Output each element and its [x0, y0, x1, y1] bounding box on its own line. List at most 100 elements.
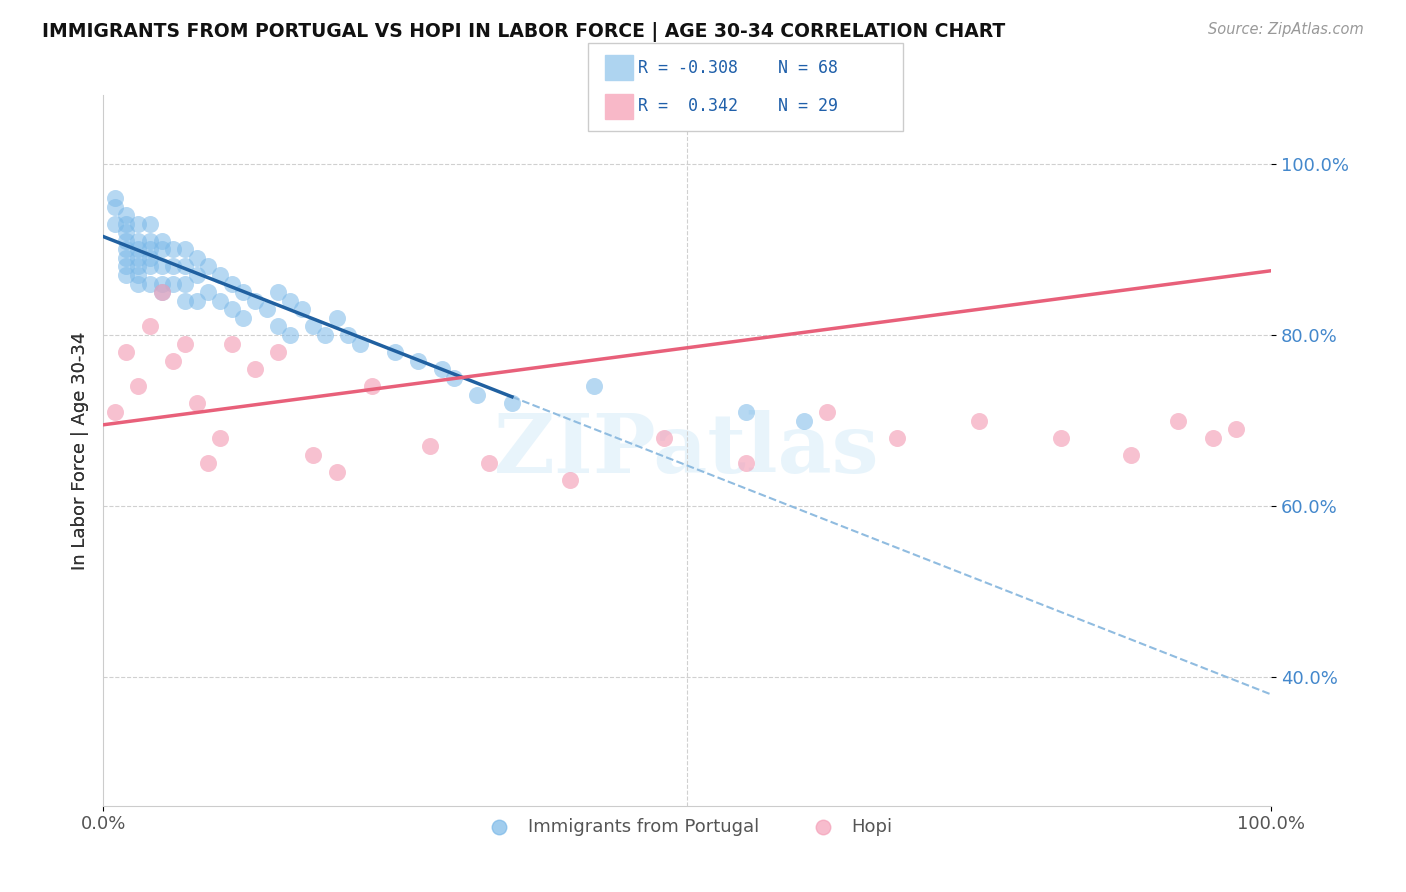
Point — [150, 260, 173, 274]
Point — [186, 396, 208, 410]
Point — [173, 336, 195, 351]
Point — [127, 251, 149, 265]
Point — [162, 277, 184, 291]
Point — [419, 439, 441, 453]
Point — [278, 293, 301, 308]
Point — [314, 327, 336, 342]
Point — [465, 388, 488, 402]
Point — [208, 268, 231, 282]
Point — [734, 456, 756, 470]
Text: IMMIGRANTS FROM PORTUGAL VS HOPI IN LABOR FORCE | AGE 30-34 CORRELATION CHART: IMMIGRANTS FROM PORTUGAL VS HOPI IN LABO… — [42, 22, 1005, 42]
Point — [115, 268, 138, 282]
Point — [139, 243, 162, 257]
Point — [104, 191, 127, 205]
Point — [477, 456, 499, 470]
Point — [150, 234, 173, 248]
Point — [325, 465, 347, 479]
Point — [208, 431, 231, 445]
Point — [162, 243, 184, 257]
Point — [1050, 431, 1073, 445]
Point — [243, 293, 266, 308]
Point — [886, 431, 908, 445]
Point — [115, 345, 138, 359]
Point — [139, 217, 162, 231]
Point — [360, 379, 382, 393]
Point — [1202, 431, 1225, 445]
Point — [150, 285, 173, 300]
Point — [256, 302, 278, 317]
Point — [221, 302, 243, 317]
Point — [127, 217, 149, 231]
Point — [115, 243, 138, 257]
Point — [162, 260, 184, 274]
Point — [232, 285, 254, 300]
Point — [173, 243, 195, 257]
Point — [173, 293, 195, 308]
Point — [208, 293, 231, 308]
Point — [443, 370, 465, 384]
Point — [384, 345, 406, 359]
Point — [197, 260, 219, 274]
Point — [104, 405, 127, 419]
Point — [127, 243, 149, 257]
Point — [115, 217, 138, 231]
Point — [267, 345, 290, 359]
Y-axis label: In Labor Force | Age 30-34: In Labor Force | Age 30-34 — [72, 331, 89, 570]
Point — [197, 285, 219, 300]
Point — [267, 285, 290, 300]
Text: Source: ZipAtlas.com: Source: ZipAtlas.com — [1208, 22, 1364, 37]
Legend: Immigrants from Portugal, Hopi: Immigrants from Portugal, Hopi — [474, 811, 900, 843]
Point — [139, 260, 162, 274]
Point — [139, 319, 162, 334]
Point — [1119, 448, 1142, 462]
Point — [967, 413, 990, 427]
Point — [278, 327, 301, 342]
Point — [793, 413, 815, 427]
Point — [115, 234, 138, 248]
Point — [127, 277, 149, 291]
Point — [139, 277, 162, 291]
Point — [127, 234, 149, 248]
Point — [127, 379, 149, 393]
Point — [150, 277, 173, 291]
Point — [302, 319, 325, 334]
Point — [150, 243, 173, 257]
Point — [139, 251, 162, 265]
Point — [186, 251, 208, 265]
Point — [291, 302, 314, 317]
Point — [221, 277, 243, 291]
Point — [1225, 422, 1247, 436]
Point — [197, 456, 219, 470]
Point — [560, 474, 582, 488]
Point — [652, 431, 675, 445]
Text: ZIPatlas: ZIPatlas — [495, 410, 880, 491]
Point — [267, 319, 290, 334]
Point — [104, 217, 127, 231]
Point — [173, 277, 195, 291]
Point — [127, 268, 149, 282]
Point — [734, 405, 756, 419]
Point — [408, 353, 430, 368]
Point — [115, 251, 138, 265]
Point — [186, 293, 208, 308]
Point — [232, 310, 254, 325]
Point — [115, 208, 138, 222]
Point — [430, 362, 453, 376]
Point — [139, 234, 162, 248]
Point — [150, 285, 173, 300]
Point — [115, 260, 138, 274]
Text: R = -0.308    N = 68: R = -0.308 N = 68 — [638, 59, 838, 77]
Point — [325, 310, 347, 325]
Point — [337, 327, 360, 342]
Point — [173, 260, 195, 274]
Point — [115, 225, 138, 239]
Text: R =  0.342    N = 29: R = 0.342 N = 29 — [638, 97, 838, 115]
Point — [243, 362, 266, 376]
Point — [104, 200, 127, 214]
Point — [127, 260, 149, 274]
Point — [349, 336, 371, 351]
Point — [302, 448, 325, 462]
Point — [221, 336, 243, 351]
Point — [501, 396, 523, 410]
Point — [582, 379, 605, 393]
